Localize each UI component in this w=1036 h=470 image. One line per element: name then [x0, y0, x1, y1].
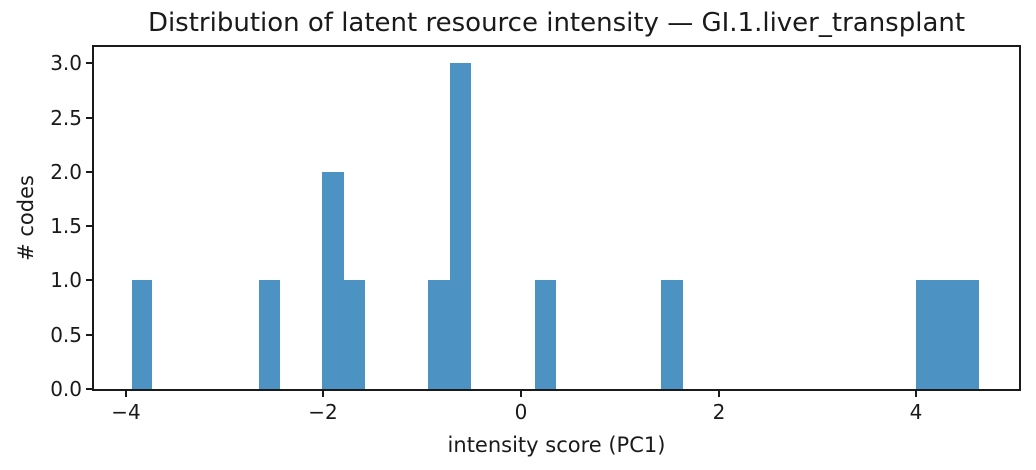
- y-tick: [86, 171, 92, 173]
- histogram-bar: [259, 280, 280, 389]
- x-tick-label: 2: [712, 400, 726, 424]
- plot-area: [92, 45, 1021, 391]
- y-tick: [86, 62, 92, 64]
- histogram-bar: [322, 172, 344, 389]
- histogram-bar: [661, 280, 683, 389]
- histogram-bar: [450, 63, 471, 389]
- histogram-bar: [428, 280, 450, 389]
- x-tick: [125, 391, 127, 397]
- histogram-bar: [132, 280, 152, 389]
- y-tick-label: 2.5: [50, 106, 82, 130]
- histogram-bar: [959, 280, 979, 389]
- y-tick-label: 0.0: [50, 377, 82, 401]
- x-tick: [322, 391, 324, 397]
- histogram-bar: [937, 280, 959, 389]
- y-tick-label: 2.0: [50, 160, 82, 184]
- y-tick-label: 1.5: [50, 214, 82, 238]
- y-tick: [86, 279, 92, 281]
- y-tick-label: 3.0: [50, 51, 82, 75]
- x-tick-label: 0: [514, 400, 528, 424]
- y-tick: [86, 225, 92, 227]
- histogram-bar: [916, 280, 937, 389]
- y-tick: [86, 117, 92, 119]
- x-tick: [520, 391, 522, 397]
- y-tick-label: 0.5: [50, 323, 82, 347]
- x-tick-label: −4: [111, 400, 141, 424]
- x-tick-label: −2: [308, 400, 338, 424]
- y-tick: [86, 388, 92, 390]
- y-tick-label: 1.0: [50, 268, 82, 292]
- chart-title: Distribution of latent resource intensit…: [147, 8, 966, 38]
- x-tick: [915, 391, 917, 397]
- histogram-bar: [535, 280, 556, 389]
- x-axis-label: intensity score (PC1): [447, 433, 666, 457]
- x-tick-label: 4: [909, 400, 923, 424]
- histogram-bar: [344, 280, 365, 389]
- y-tick: [86, 334, 92, 336]
- x-tick: [718, 391, 720, 397]
